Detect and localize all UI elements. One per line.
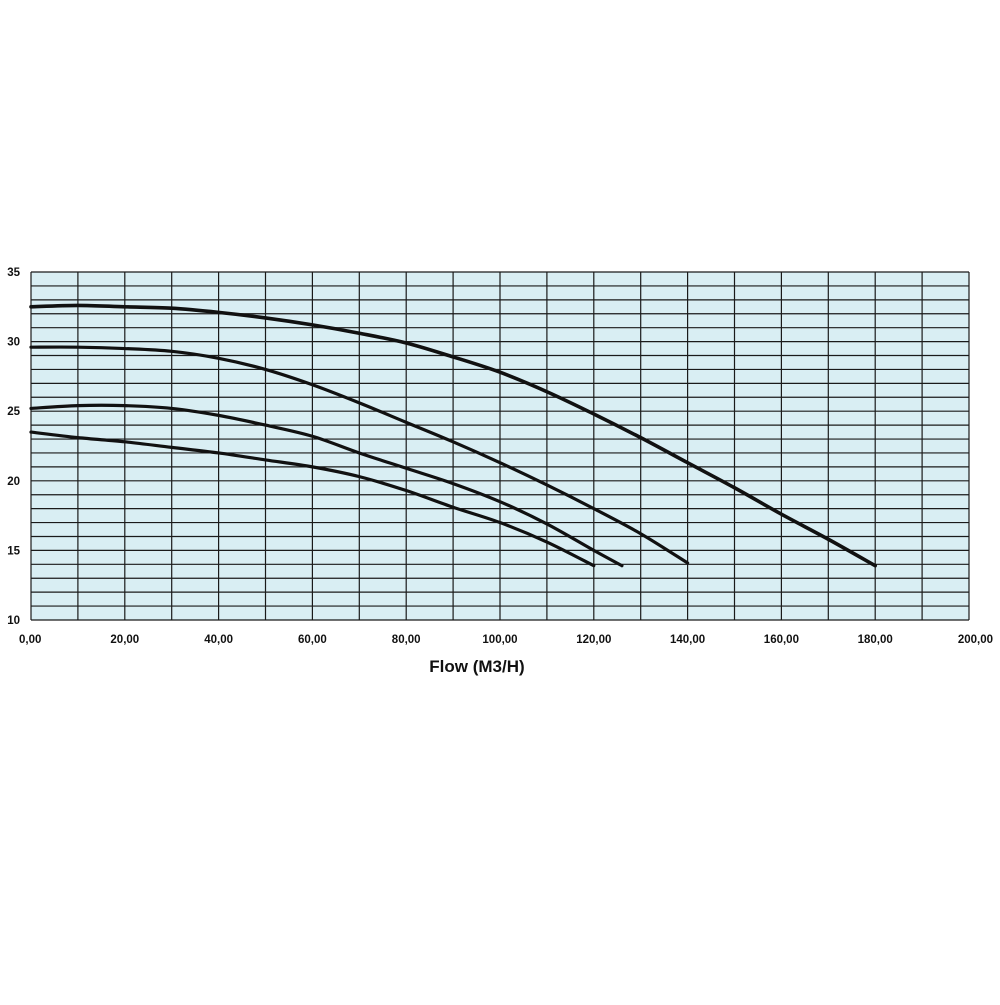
x-tick-label: 120,00 bbox=[576, 634, 611, 646]
y-tick-label: 10 bbox=[7, 615, 20, 627]
y-tick-label: 20 bbox=[7, 476, 20, 488]
x-tick-label: 100,00 bbox=[482, 634, 517, 646]
x-tick-label: 20,00 bbox=[110, 634, 139, 646]
series-line-1 bbox=[29, 303, 877, 568]
x-tick-label: 200,00 bbox=[958, 634, 993, 646]
y-tick-label: 25 bbox=[7, 406, 20, 418]
x-tick-label: 160,00 bbox=[764, 634, 799, 646]
x-tick-label: 0,00 bbox=[19, 634, 41, 646]
x-tick-label: 80,00 bbox=[392, 634, 421, 646]
x-tick-label: 180,00 bbox=[858, 634, 893, 646]
series-line-3 bbox=[29, 403, 624, 568]
y-tick-label: 30 bbox=[7, 337, 20, 349]
x-tick-label: 140,00 bbox=[670, 634, 705, 646]
series-line-4 bbox=[29, 430, 596, 568]
y-tick-labels: 10 15 20 25 30 35 bbox=[7, 267, 20, 627]
y-tick-label: 15 bbox=[7, 545, 20, 557]
x-tick-label: 60,00 bbox=[298, 634, 327, 646]
grid-lines bbox=[30, 271, 970, 621]
series-line-2 bbox=[29, 345, 690, 565]
x-axis-title: Flow (M3/H) bbox=[429, 657, 524, 676]
x-tick-label: 40,00 bbox=[204, 634, 233, 646]
x-tick-labels: 0,00 20,00 40,00 60,00 80,00 100,00 120,00 140,… bbox=[19, 634, 993, 646]
series-lines bbox=[29, 303, 877, 568]
y-tick-label: 35 bbox=[7, 267, 20, 279]
